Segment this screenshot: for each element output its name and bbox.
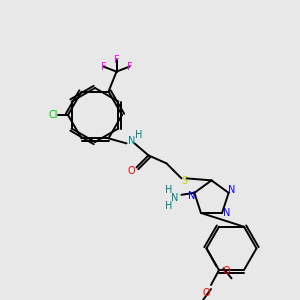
- Text: S: S: [182, 176, 188, 186]
- Text: N: N: [224, 208, 231, 218]
- Text: H: H: [165, 185, 172, 195]
- Text: H: H: [165, 201, 172, 211]
- Text: O: O: [223, 266, 230, 276]
- Text: O: O: [128, 167, 135, 176]
- Text: N: N: [188, 191, 195, 201]
- Text: N: N: [128, 136, 135, 146]
- Text: N: N: [228, 185, 235, 195]
- Text: Cl: Cl: [48, 110, 58, 120]
- Text: N: N: [171, 193, 178, 203]
- Text: F: F: [101, 61, 106, 72]
- Text: F: F: [114, 55, 119, 64]
- Text: F: F: [127, 61, 132, 72]
- Text: H: H: [135, 130, 142, 140]
- Text: O: O: [202, 288, 210, 298]
